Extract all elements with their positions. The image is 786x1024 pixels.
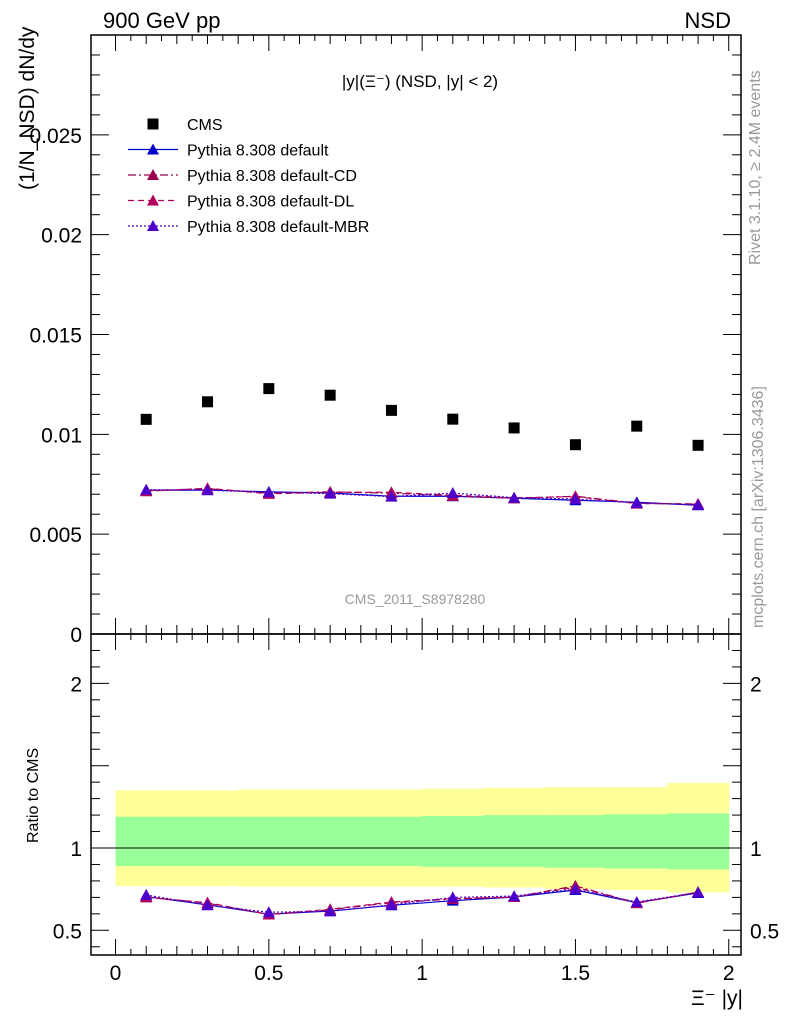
square-marker bbox=[263, 383, 275, 395]
ratio-panel-series bbox=[140, 879, 705, 920]
legend: CMS Pythia 8.308 default Pythia 8.308 defa… bbox=[128, 117, 369, 236]
series-line bbox=[146, 489, 699, 506]
ratio-panel-axes: 0 0.5 1 1.5 2 0.5 0.5 1 1 2 2 bbox=[53, 633, 779, 985]
ratio-band-inner bbox=[544, 815, 607, 868]
main-y-axis-label: (1/N_NSD) dN/dy bbox=[16, 26, 39, 190]
triangle-marker bbox=[569, 883, 582, 895]
ratio-y-axis-label: Ratio to CMS bbox=[25, 748, 42, 843]
ratio-series-line bbox=[146, 889, 699, 915]
triangle-marker bbox=[630, 895, 643, 907]
ratio-y-tick-label: 2 bbox=[70, 673, 82, 696]
ratio-band-inner bbox=[299, 816, 362, 867]
watermark-label: CMS_2011_S8978280 bbox=[345, 591, 486, 607]
ratio-y-tick-label-right: 1 bbox=[750, 838, 762, 861]
square-marker bbox=[147, 118, 159, 130]
square-marker bbox=[202, 396, 214, 408]
ratio-series-line bbox=[146, 888, 699, 913]
y-tick-label: 0.005 bbox=[29, 524, 82, 547]
ratio-band-inner bbox=[483, 815, 546, 867]
triangle-marker bbox=[569, 493, 582, 505]
series-line bbox=[146, 489, 699, 506]
ratio-band-inner bbox=[422, 815, 484, 867]
square-marker bbox=[508, 422, 520, 434]
triangle-marker bbox=[262, 906, 275, 918]
ratio-y-tick-label: 1 bbox=[70, 838, 82, 861]
ratio-y-tick-label: 0.5 bbox=[53, 920, 82, 943]
legend-label: Pythia 8.308 default bbox=[187, 143, 329, 160]
x-tick-label: 2 bbox=[723, 962, 735, 985]
ratio-band-inner bbox=[238, 816, 300, 867]
legend-label: Pythia 8.308 default-CD bbox=[187, 168, 357, 185]
ratio-y-tick-label-right: 0.5 bbox=[750, 920, 779, 943]
y-tick-label: 0 bbox=[70, 624, 82, 647]
x-axis-label: Ξ⁻ |y| bbox=[691, 987, 743, 1010]
triangle-marker bbox=[385, 898, 398, 910]
main-panel-series bbox=[140, 383, 705, 511]
ratio-band-inner bbox=[360, 816, 423, 867]
triangle-marker bbox=[201, 484, 214, 496]
square-marker bbox=[324, 389, 336, 401]
legend-label: Pythia 8.308 default-DL bbox=[187, 194, 354, 211]
ratio-plot-frame bbox=[90, 633, 742, 956]
x-tick-label: 0.5 bbox=[254, 962, 283, 985]
ratio-band-inner bbox=[667, 813, 730, 870]
triangle-marker bbox=[201, 899, 214, 911]
ratio-band-inner bbox=[606, 814, 668, 869]
square-marker bbox=[569, 439, 581, 451]
triangle-marker bbox=[692, 886, 705, 898]
square-marker bbox=[692, 439, 704, 451]
main-panel-text: |y|(Ξ⁻) (NSD, |y| < 2) CMS_2011_S8978280… bbox=[16, 26, 498, 607]
triangle-marker bbox=[446, 891, 459, 903]
triangle-marker bbox=[140, 888, 153, 900]
rivet-version-label: Rivet 3.1.10, ≥ 2.4M events bbox=[747, 70, 764, 265]
square-marker bbox=[447, 413, 459, 425]
triangle-marker bbox=[324, 487, 337, 499]
triangle-marker bbox=[324, 905, 337, 917]
legend-label: Pythia 8.308 default-MBR bbox=[187, 219, 369, 236]
square-marker bbox=[385, 404, 397, 416]
x-tick-label: 1 bbox=[416, 962, 428, 985]
triangle-marker bbox=[147, 194, 159, 206]
triangle-marker bbox=[385, 490, 398, 502]
ratio-series-line bbox=[146, 885, 699, 916]
ratio-band-inner bbox=[115, 816, 178, 867]
mcplots-label: mcplots.cern.ch [arXiv:1306.3436] bbox=[750, 386, 767, 628]
ratio-band-inner bbox=[176, 816, 239, 867]
triangle-marker bbox=[630, 497, 643, 509]
triangle-marker bbox=[446, 487, 459, 499]
x-tick-label: 0 bbox=[110, 962, 122, 985]
y-tick-label: 0.01 bbox=[41, 424, 82, 447]
x-tick-label: 1.5 bbox=[561, 962, 590, 985]
triangle-marker bbox=[147, 143, 159, 155]
header-left-label: 900 GeV pp bbox=[103, 8, 220, 33]
triangle-marker bbox=[262, 486, 275, 498]
triangle-marker bbox=[147, 220, 159, 231]
ratio-panel-text: Ratio to CMS Ξ⁻ |y| bbox=[25, 748, 743, 1010]
triangle-marker bbox=[147, 169, 159, 180]
triangle-marker bbox=[692, 498, 705, 510]
header-right-label: NSD bbox=[685, 8, 731, 33]
chart-title: |y|(Ξ⁻) (NSD, |y| < 2) bbox=[342, 72, 498, 91]
ratio-uncertainty-bands bbox=[91, 782, 741, 893]
square-marker bbox=[631, 420, 643, 432]
series-line bbox=[146, 487, 699, 505]
triangle-marker bbox=[140, 483, 153, 495]
triangle-marker bbox=[508, 491, 521, 503]
main-panel-axes: 0 0.005 0.01 0.015 0.02 0.025 bbox=[29, 34, 742, 647]
y-tick-label: 0.025 bbox=[29, 125, 82, 148]
legend-label: CMS bbox=[187, 117, 223, 134]
y-tick-label: 0.015 bbox=[29, 325, 82, 348]
y-tick-label: 0.02 bbox=[41, 225, 82, 248]
triangle-marker bbox=[508, 890, 521, 902]
square-marker bbox=[140, 413, 152, 425]
ratio-y-tick-label-right: 2 bbox=[750, 673, 762, 696]
